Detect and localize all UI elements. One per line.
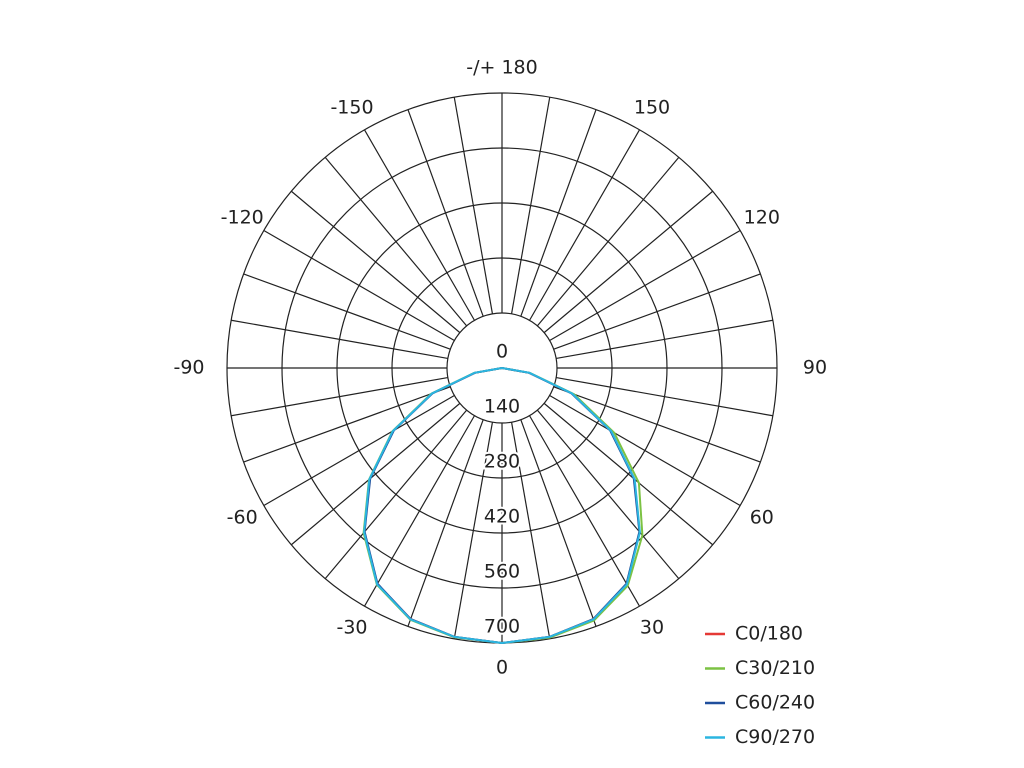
- r-tick-label: 140: [484, 396, 520, 418]
- grid-spoke: [453, 97, 494, 314]
- legend-label: C0/180: [735, 623, 803, 645]
- grid-spoke: [231, 376, 448, 417]
- grid-spoke: [363, 129, 476, 321]
- grid-spoke: [243, 386, 451, 463]
- r-tick-label: 280: [484, 451, 520, 473]
- grid-spoke: [510, 422, 551, 639]
- theta-tick-label: 0: [496, 657, 508, 679]
- theta-tick-label: -/+ 180: [466, 57, 537, 79]
- grid-spoke: [553, 273, 761, 350]
- grid-spoke: [528, 129, 641, 321]
- grid-spoke: [324, 156, 468, 327]
- theta-tick-label: -150: [330, 97, 373, 119]
- grid-spoke: [543, 402, 714, 546]
- grid-spoke: [520, 419, 597, 627]
- grid-spoke: [556, 319, 773, 360]
- grid-spoke: [263, 394, 455, 507]
- theta-tick-label: 30: [640, 616, 664, 638]
- grid-spoke: [407, 109, 484, 317]
- grid-spoke: [263, 229, 455, 342]
- theta-tick-label: -90: [173, 357, 204, 379]
- r-tick-label: 0: [496, 341, 508, 363]
- grid-spoke: [324, 409, 468, 580]
- legend-label: C60/240: [735, 692, 815, 714]
- legend-label: C30/210: [735, 657, 815, 679]
- grid-spoke: [231, 319, 448, 360]
- grid-spoke: [243, 273, 451, 350]
- theta-tick-label: -60: [227, 507, 258, 529]
- grid-spoke: [549, 394, 741, 507]
- grid-spoke: [510, 97, 551, 314]
- grid-spoke: [556, 376, 773, 417]
- grid-spoke: [536, 409, 680, 580]
- series-line: [363, 367, 641, 645]
- grid-spoke: [543, 190, 714, 334]
- grid-spoke: [290, 402, 461, 546]
- theta-tick-label: 90: [803, 357, 827, 379]
- grid-spoke: [536, 156, 680, 327]
- grid-spoke: [290, 190, 461, 334]
- grid-spoke: [553, 386, 761, 463]
- theta-tick-label: -120: [221, 207, 264, 229]
- r-tick-label: 700: [484, 616, 520, 638]
- grid-spoke: [549, 229, 741, 342]
- grid-spoke: [528, 415, 641, 607]
- grid-spoke: [407, 419, 484, 627]
- grid-spoke: [520, 109, 597, 317]
- theta-tick-label: 60: [750, 507, 774, 529]
- theta-tick-label: 120: [744, 207, 780, 229]
- r-tick-label: 560: [484, 561, 520, 583]
- grid-spoke: [453, 422, 494, 639]
- legend-label: C90/270: [735, 726, 815, 748]
- r-tick-label: 420: [484, 506, 520, 528]
- grid-spoke: [363, 415, 476, 607]
- theta-tick-label: -30: [336, 616, 367, 638]
- theta-tick-label: 150: [634, 97, 670, 119]
